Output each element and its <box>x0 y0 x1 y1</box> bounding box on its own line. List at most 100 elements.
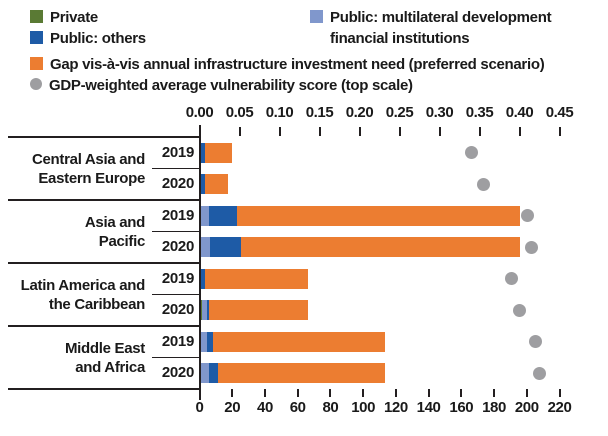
bottom-axis-tick <box>427 389 430 397</box>
year-label: 2020 <box>161 301 194 319</box>
year-label: 2020 <box>161 364 194 382</box>
stacked-bar-row <box>200 331 386 352</box>
bar-segment-mdfi <box>200 237 211 258</box>
region-separator-line <box>8 262 201 264</box>
region-separator-line <box>8 388 201 390</box>
top-axis-label: 0.20 <box>345 104 374 121</box>
legend-label-public-others: Public: others <box>50 29 146 47</box>
top-axis-label: 0.25 <box>385 104 414 121</box>
bottom-axis-tick <box>460 389 463 397</box>
year-label: 2019 <box>161 206 194 224</box>
legend-item-score: GDP-weighted average vulnerability score… <box>30 76 413 97</box>
top-axis-label: 0.45 <box>545 104 574 121</box>
bottom-axis-label: 220 <box>547 399 572 416</box>
bottom-axis-label: 140 <box>416 399 441 416</box>
bottom-axis-tick <box>263 389 266 397</box>
top-axis-tick <box>358 127 361 136</box>
bottom-axis-label: 20 <box>224 399 241 416</box>
public-others-swatch-icon <box>30 30 43 44</box>
bar-segment-gap <box>237 205 520 226</box>
bottom-axis-tick <box>231 389 234 397</box>
bar-segment-private <box>200 300 203 321</box>
bar-segment-public_others <box>208 363 218 384</box>
bottom-axis-label: 120 <box>383 399 408 416</box>
private-swatch-icon <box>30 10 43 23</box>
year-label: 2019 <box>161 143 194 161</box>
legend-item-gap: Gap vis-à-vis annual infrastructure inve… <box>30 55 545 76</box>
score-dot <box>513 303 526 317</box>
top-axis-label: 0.40 <box>505 104 534 121</box>
bottom-axis-tick <box>525 389 528 397</box>
year-label: 2020 <box>161 175 194 193</box>
bar-segment-mdfi <box>200 363 209 384</box>
year-label: 2019 <box>161 269 194 287</box>
year-separator-line <box>152 231 200 232</box>
bar-segment-public_others <box>207 331 213 352</box>
stacked-bar-row <box>200 142 232 163</box>
year-separator-line <box>152 357 200 358</box>
bottom-axis-tick <box>296 389 299 397</box>
bar-segment-public_others <box>200 174 205 195</box>
bar-segment-public_others <box>208 205 238 226</box>
year-label: 2019 <box>161 332 194 350</box>
bar-segment-gap <box>204 268 309 289</box>
bar-segment-gap <box>212 331 386 352</box>
mdfi-swatch-icon <box>310 10 323 23</box>
top-axis-tick <box>398 127 401 136</box>
top-axis-tick <box>318 127 321 136</box>
stacked-bar-row <box>200 205 520 226</box>
bottom-axis-label: 80 <box>322 399 339 416</box>
top-axis-tick <box>198 127 201 136</box>
bottom-axis-tick <box>329 389 332 397</box>
region-separator-line <box>8 325 201 327</box>
year-separator-line <box>152 168 200 169</box>
bar-segment-mdfi <box>200 205 209 226</box>
bottom-axis-label: 200 <box>514 399 539 416</box>
score-dot <box>529 335 542 349</box>
legend-label-mdfi: Public: multilateral development financi… <box>330 9 552 47</box>
region-separator-line <box>8 136 201 138</box>
bar-segment-public_others <box>200 142 205 163</box>
stacked-bar-row <box>200 174 229 195</box>
score-dot <box>477 177 490 191</box>
bottom-axis-label: 100 <box>351 399 376 416</box>
score-dot <box>521 209 534 223</box>
top-axis-tick <box>518 127 521 136</box>
bottom-axis-label: 40 <box>257 399 273 416</box>
year-label: 2020 <box>161 238 194 256</box>
bottom-axis-tick <box>558 389 561 397</box>
top-axis-tick <box>478 127 481 136</box>
region-label: Asia and Pacific <box>84 213 145 250</box>
top-axis-label: 0.10 <box>265 104 294 121</box>
region-label: Latin America and the Caribbean <box>20 276 146 313</box>
bar-segment-public_others <box>200 268 205 289</box>
legend-label-private: Private <box>50 9 98 26</box>
stacked-bar-row <box>200 237 520 258</box>
top-axis-label: 0.30 <box>425 104 454 121</box>
score-dot <box>505 272 518 286</box>
score-dot <box>465 146 478 160</box>
region-label: Central Asia and Eastern Europe <box>31 150 145 187</box>
region-label: Middle East and Africa <box>64 339 145 376</box>
bar-segment-public_others <box>207 300 210 321</box>
bar-segment-mdfi <box>200 331 208 352</box>
bottom-axis-label: 60 <box>289 399 306 416</box>
bar-segment-gap <box>204 174 229 195</box>
legend-label-gap: Gap vis-à-vis annual infrastructure inve… <box>50 55 545 73</box>
bar-segment-gap <box>240 237 520 258</box>
bar-segment-public_others <box>210 237 241 258</box>
bottom-axis-tick <box>198 389 201 397</box>
year-separator-line <box>152 294 200 295</box>
legend-label-score: GDP-weighted average vulnerability score… <box>49 76 413 94</box>
bottom-axis-tick <box>394 389 397 397</box>
bottom-axis-label: 0 <box>195 399 204 416</box>
top-axis-label: 0.00 <box>185 104 214 121</box>
top-axis-label: 0.35 <box>465 104 494 121</box>
stacked-bar-row <box>200 300 309 321</box>
score-dot <box>525 240 538 254</box>
top-axis-label: 0.05 <box>225 104 254 121</box>
stacked-bar-row <box>200 363 386 384</box>
region-separator-line <box>8 199 201 201</box>
bar-segment-gap <box>204 142 232 163</box>
